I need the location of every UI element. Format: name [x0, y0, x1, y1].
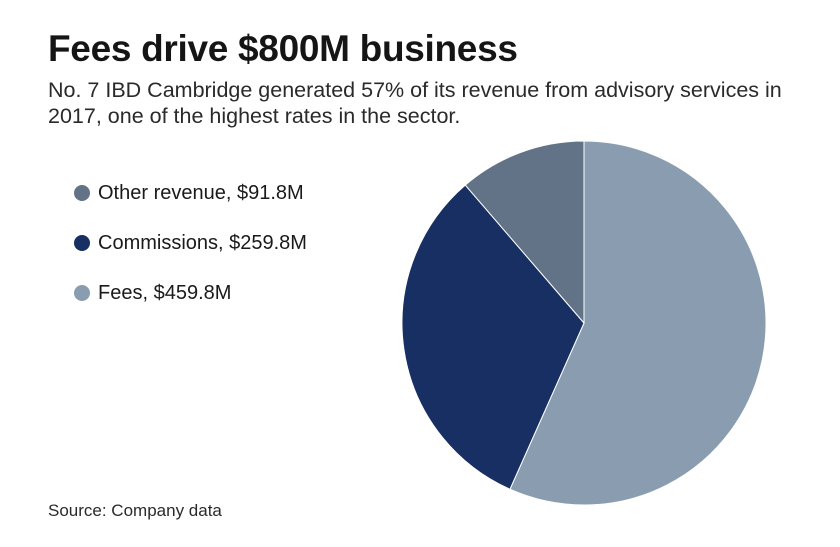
legend-label-fees: Fees, $459.8M [98, 281, 232, 304]
legend-item-other-revenue: Other revenue, $91.8M [74, 168, 307, 218]
legend-swatch-other-revenue [74, 185, 90, 201]
source-note: Source: Company data [48, 501, 222, 520]
legend-label-commissions: Commissions, $259.8M [98, 231, 307, 254]
legend-swatch-commissions [74, 235, 90, 251]
legend-item-fees: Fees, $459.8M [74, 268, 307, 318]
chart-subtitle: No. 7 IBD Cambridge generated 57% of its… [48, 78, 782, 128]
legend-item-commissions: Commissions, $259.8M [74, 218, 307, 268]
legend-label-other-revenue: Other revenue, $91.8M [98, 181, 304, 204]
pie-slice-commissions [401, 184, 585, 490]
chart-title: Fees drive $800M business [48, 28, 518, 69]
legend-swatch-fees [74, 285, 90, 301]
pie-slice-fees [509, 140, 767, 506]
chart-legend: Other revenue, $91.8M Commissions, $259.… [74, 168, 307, 318]
pie-slice-other-revenue [464, 140, 585, 325]
